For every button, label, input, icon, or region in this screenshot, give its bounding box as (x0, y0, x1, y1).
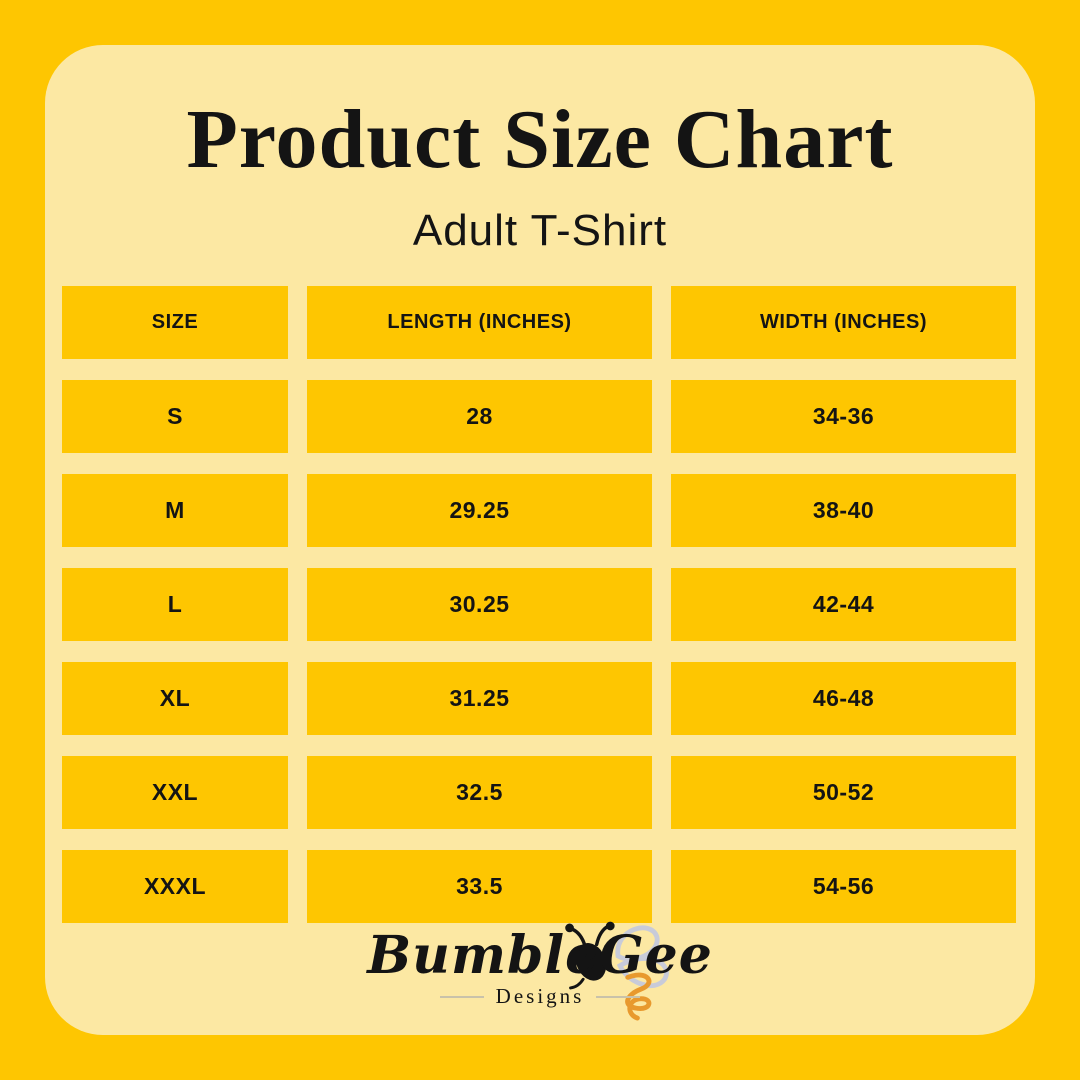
table-cell-length: 30.25 (307, 568, 652, 641)
table-cell-width: 54-56 (671, 850, 1016, 923)
size-table: SIZE LENGTH (INCHES) WIDTH (INCHES) S 28… (62, 286, 1016, 923)
table-cell-size: XL (62, 662, 288, 735)
table-cell-length: 33.5 (307, 850, 652, 923)
table-cell-width: 38-40 (671, 474, 1016, 547)
table-cell-width: 50-52 (671, 756, 1016, 829)
table-cell-width: 46-48 (671, 662, 1016, 735)
left-rule (439, 995, 484, 998)
table-cell-length: 31.25 (307, 662, 652, 735)
right-rule (596, 995, 641, 998)
table-cell-length: 29.25 (307, 474, 652, 547)
table-cell-width: 34-36 (671, 380, 1016, 453)
column-header-length: LENGTH (INCHES) (307, 286, 652, 359)
table-cell-size: S (62, 380, 288, 453)
bee-icon (565, 921, 669, 1021)
brand-logo: BumbleGee Designs (0, 930, 1080, 1009)
column-header-size: SIZE (62, 286, 288, 359)
table-cell-length: 32.5 (307, 756, 652, 829)
table-cell-length: 28 (307, 380, 652, 453)
brand-name: BumbleGee (0, 930, 1080, 982)
table-cell-size: M (62, 474, 288, 547)
column-header-width: WIDTH (INCHES) (671, 286, 1016, 359)
table-cell-size: XXL (62, 756, 288, 829)
brand-subtext-row: Designs (0, 984, 1080, 1009)
table-cell-size: XXXL (62, 850, 288, 923)
page-title: Product Size Chart (186, 93, 894, 186)
table-cell-size: L (62, 568, 288, 641)
page-subtitle: Adult T-Shirt (412, 206, 668, 255)
brand-subtext: Designs (495, 984, 585, 1008)
brand-name-main: Bumble (367, 925, 600, 986)
table-cell-width: 42-44 (671, 568, 1016, 641)
brand-name-accent: Gee (599, 925, 713, 986)
